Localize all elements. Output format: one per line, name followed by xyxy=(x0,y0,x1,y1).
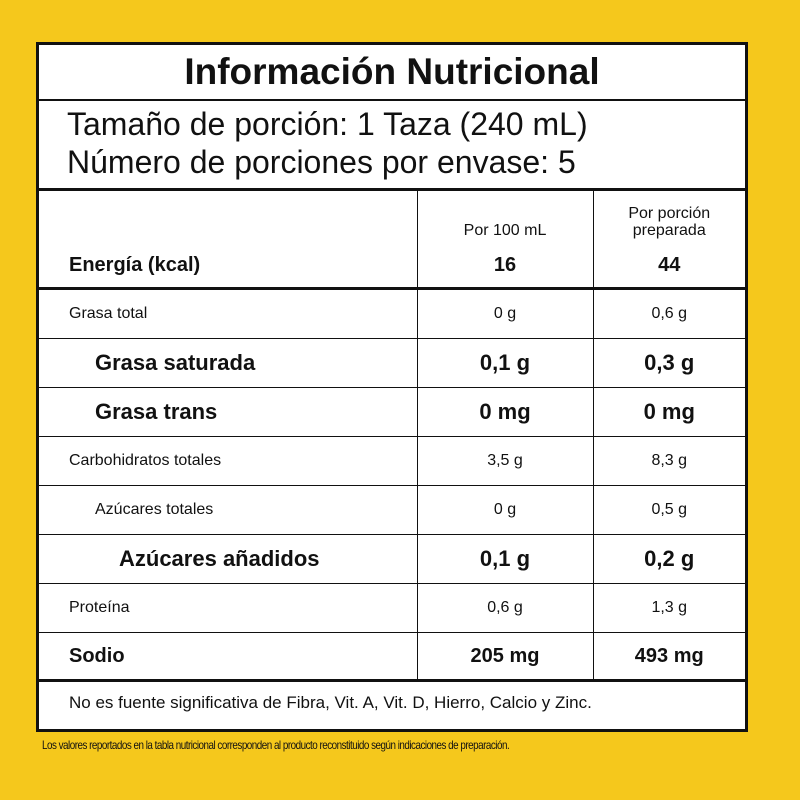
row-per100: 0 g xyxy=(417,288,594,339)
serving-info: Tamaño de porción: 1 Taza (240 mL) Númer… xyxy=(39,101,745,191)
row-per100: 0 g xyxy=(417,485,594,535)
sodium-label: Sodio xyxy=(39,632,418,682)
row-per100: 3,5 g xyxy=(417,436,594,486)
servings-per-container: Número de porciones por envase: 5 xyxy=(67,144,576,180)
row-label: Grasa saturada xyxy=(39,338,418,388)
row-per100: 0 mg xyxy=(417,387,594,437)
nutrition-label: Información Nutricional Tamaño de porció… xyxy=(36,42,748,732)
row-portion: 0 mg xyxy=(593,387,745,437)
sodium-per100: 205 mg xyxy=(417,632,594,682)
row-label: Proteína xyxy=(39,583,418,633)
sodium-portion: 493 mg xyxy=(593,632,745,682)
row-portion: 0,2 g xyxy=(593,534,745,584)
row-per100: 0,6 g xyxy=(417,583,594,633)
table-row: Grasa saturada 0,1 g 0,3 g xyxy=(39,338,745,388)
row-label: Azúcares totales xyxy=(39,485,418,535)
energy-label: Energía (kcal) xyxy=(39,243,418,290)
energy-row: Energía (kcal) 16 44 xyxy=(39,243,745,290)
label-title: Información Nutricional xyxy=(39,45,745,101)
row-portion: 0,5 g xyxy=(593,485,745,535)
row-label: Grasa trans xyxy=(39,387,418,437)
table-row: Grasa trans 0 mg 0 mg xyxy=(39,387,745,437)
nutrition-table: Por 100 mL Por porción preparada Energía… xyxy=(39,191,745,682)
column-header-per100: Por 100 mL xyxy=(417,191,594,243)
row-label: Grasa total xyxy=(39,288,418,339)
table-row: Carbohidratos totales 3,5 g 8,3 g xyxy=(39,436,745,486)
row-label: Carbohidratos totales xyxy=(39,436,418,486)
table-row: Azúcares totales 0 g 0,5 g xyxy=(39,485,745,535)
sodium-row: Sodio 205 mg 493 mg xyxy=(39,632,745,682)
serving-size: Tamaño de porción: 1 Taza (240 mL) xyxy=(67,106,588,142)
disclaimer: Los valores reportados en la tabla nutri… xyxy=(42,738,510,752)
row-portion: 0,6 g xyxy=(593,288,745,339)
row-per100: 0,1 g xyxy=(417,338,594,388)
energy-per100: 16 xyxy=(417,243,594,290)
row-portion: 1,3 g xyxy=(593,583,745,633)
footnote: No es fuente significativa de Fibra, Vit… xyxy=(69,693,592,712)
column-header-per-portion: Por porción preparada xyxy=(628,205,711,239)
table-header-row: Por 100 mL Por porción preparada xyxy=(39,191,745,243)
table-row: Proteína 0,6 g 1,3 g xyxy=(39,583,745,633)
row-per100: 0,1 g xyxy=(417,534,594,584)
row-portion: 8,3 g xyxy=(593,436,745,486)
row-label: Azúcares añadidos xyxy=(39,534,418,584)
table-row: Azúcares añadidos 0,1 g 0,2 g xyxy=(39,534,745,584)
table-row: Grasa total 0 g 0,6 g xyxy=(39,288,745,339)
energy-portion: 44 xyxy=(593,243,745,290)
row-portion: 0,3 g xyxy=(593,338,745,388)
